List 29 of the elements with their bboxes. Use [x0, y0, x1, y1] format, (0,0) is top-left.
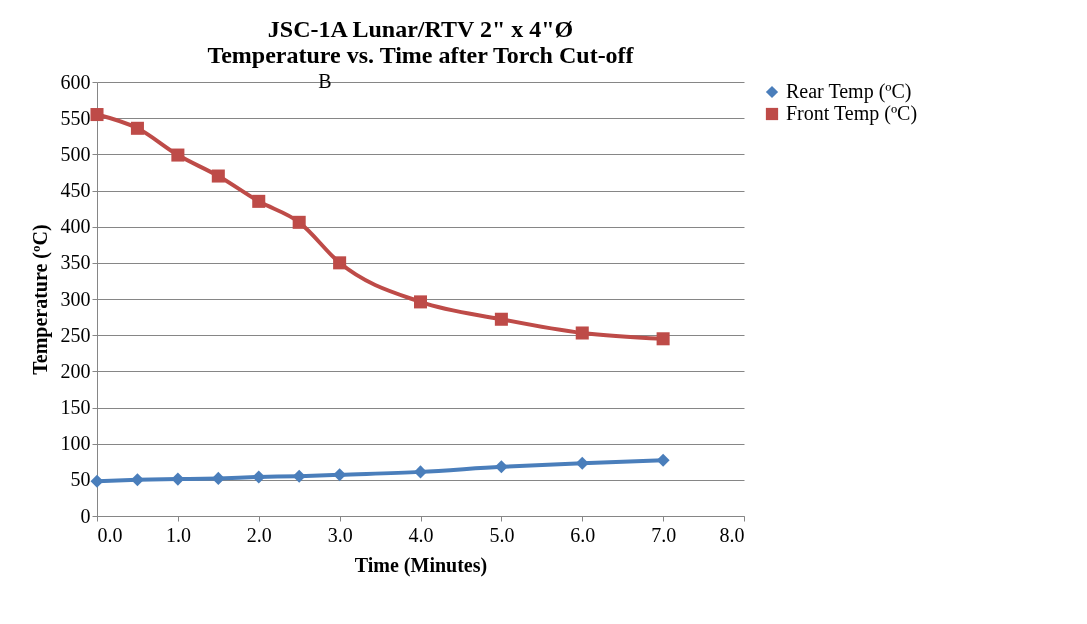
x-tick-label: 4.0 — [408, 523, 434, 546]
legend-label: Rear Temp (ºC) — [786, 80, 912, 103]
x-tick-label: 0.0 — [97, 523, 123, 546]
text: Temperature vs. Time after Torch Cut-off — [207, 42, 634, 68]
x-tick-label: 5.0 — [489, 523, 515, 546]
y-tick-label: 100 — [60, 432, 91, 455]
x-tick-label: 7.0 — [651, 523, 677, 546]
y-tick-label: 550 — [60, 106, 91, 129]
x-tick-label: 6.0 — [570, 523, 596, 546]
y-tick-label: 450 — [60, 179, 91, 201]
x-tick-label: 8.0 — [719, 523, 745, 546]
y-tick-label: 50 — [70, 468, 91, 491]
y-tick-label: 200 — [60, 359, 91, 382]
y-axis-title: Temperature (ºC) — [28, 224, 52, 375]
y-tick-label: 500 — [60, 142, 91, 165]
x-axis-title: Time (Minutes) — [354, 553, 488, 577]
x-tick-label: 1.0 — [165, 523, 191, 546]
y-tick-label: 350 — [60, 251, 91, 274]
text: JSC-1A Lunar/RTV 2" x 4"Ø — [267, 16, 574, 42]
y-tick-label: 0 — [80, 504, 91, 527]
y-tick-label: 150 — [60, 396, 91, 418]
x-tick-label: 3.0 — [327, 523, 353, 546]
y-tick-label: 400 — [60, 215, 91, 238]
y-tick-label: 600 — [60, 70, 91, 93]
y-tick-label: 300 — [60, 287, 91, 310]
legend-label: Front Temp (ºC) — [786, 102, 918, 125]
x-tick-label: 2.0 — [246, 523, 272, 546]
y-tick-label: 250 — [60, 323, 91, 346]
annotation: B — [318, 70, 332, 92]
